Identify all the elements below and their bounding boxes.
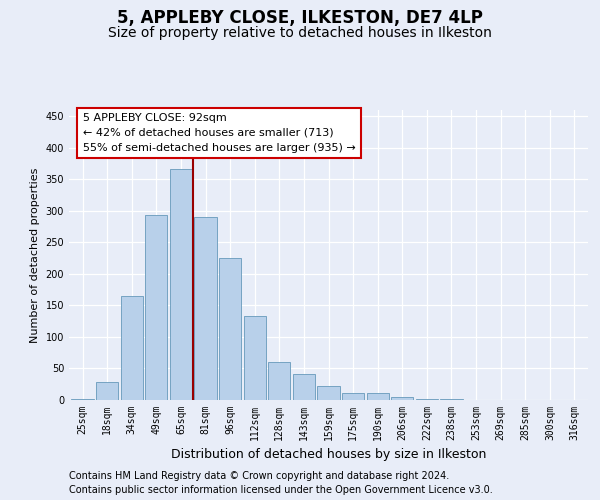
Bar (342, 393, 364, 400)
Bar (194, 217, 217, 400)
Bar (219, 258, 241, 400)
Bar (71, 398, 94, 400)
Text: Size of property relative to detached houses in Ilkeston: Size of property relative to detached ho… (108, 26, 492, 40)
Bar (268, 362, 290, 400)
X-axis label: Distribution of detached houses by size in Ilkeston: Distribution of detached houses by size … (171, 448, 486, 462)
Text: Contains HM Land Registry data © Crown copyright and database right 2024.: Contains HM Land Registry data © Crown c… (69, 471, 449, 481)
Bar (391, 397, 413, 400)
Bar (96, 382, 118, 400)
Bar (367, 393, 389, 400)
Bar (244, 316, 266, 400)
Bar (121, 296, 143, 400)
Bar (416, 398, 438, 400)
Text: 5 APPLEBY CLOSE: 92sqm
← 42% of detached houses are smaller (713)
55% of semi-de: 5 APPLEBY CLOSE: 92sqm ← 42% of detached… (83, 113, 356, 153)
Bar (170, 168, 192, 400)
Bar (317, 386, 340, 400)
Bar (145, 216, 167, 400)
Y-axis label: Number of detached properties: Number of detached properties (30, 168, 40, 342)
Text: 5, APPLEBY CLOSE, ILKESTON, DE7 4LP: 5, APPLEBY CLOSE, ILKESTON, DE7 4LP (117, 9, 483, 27)
Text: Contains public sector information licensed under the Open Government Licence v3: Contains public sector information licen… (69, 485, 493, 495)
Bar (293, 374, 315, 400)
